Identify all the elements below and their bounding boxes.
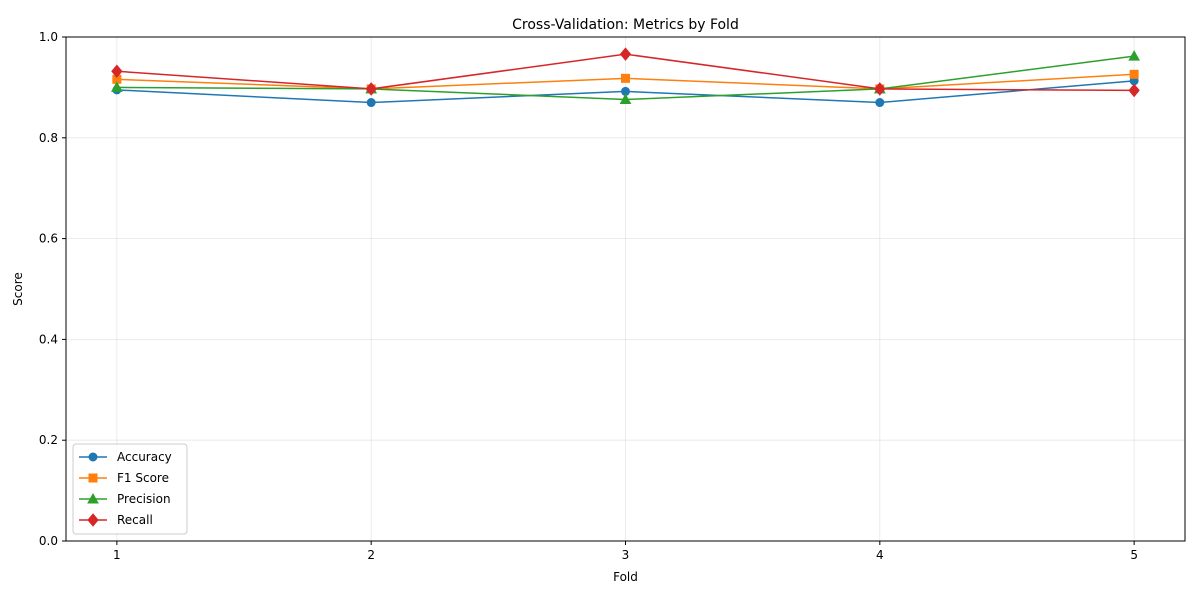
recall-point [619,47,632,61]
legend-marker [88,452,98,462]
x-axis-title: Fold [613,570,638,584]
x-tick-label: 4 [876,548,884,562]
f1-score-point [621,73,630,83]
legend-item-precision: Precision [79,492,171,506]
f1-score-point [1129,69,1139,79]
precision-point [1128,50,1140,61]
axis-ticks: 1 2 3 4 5 0.0 0.2 0.4 0.6 0.8 1.0 [39,30,1138,562]
y-tick-label: 0.4 [39,332,58,346]
x-tick-label: 2 [367,548,375,562]
legend-marker [88,473,98,483]
recall-point [365,82,377,96]
y-axis-title: Score [11,272,25,306]
x-tick-label: 1 [113,548,121,562]
accuracy-point [366,98,376,108]
legend-marker [87,492,99,504]
precision-point [111,81,123,92]
x-tick-label: 3 [622,548,630,562]
y-tick-label: 0.8 [39,131,58,145]
legend-item-f1-score: F1 Score [79,471,169,485]
legend-box [72,443,188,535]
y-tick-label: 0.0 [39,534,58,548]
chart-title: Cross-Validation: Metrics by Fold [512,17,739,33]
accuracy-point [875,98,885,108]
legend-label: Accuracy [117,450,172,464]
recall-point [874,82,886,96]
legend-label: Recall [117,513,153,527]
legend-label: F1 Score [117,471,169,485]
recall-point [1128,83,1140,98]
legend: Accuracy F1 Score Precision Recall [72,443,188,535]
y-tick-label: 0.6 [39,232,58,246]
precision-point [619,93,632,104]
legend-label: Precision [117,492,171,506]
legend-item-recall: Recall [79,513,153,527]
legend-marker [87,513,99,527]
y-tick-label: 1.0 [39,30,58,44]
series-recall [111,47,1140,98]
legend-item-accuracy: Accuracy [79,450,172,464]
y-tick-label: 0.2 [39,433,58,447]
series-lines [111,47,1140,108]
x-tick-label: 5 [1130,548,1138,562]
recall-point [111,64,123,79]
